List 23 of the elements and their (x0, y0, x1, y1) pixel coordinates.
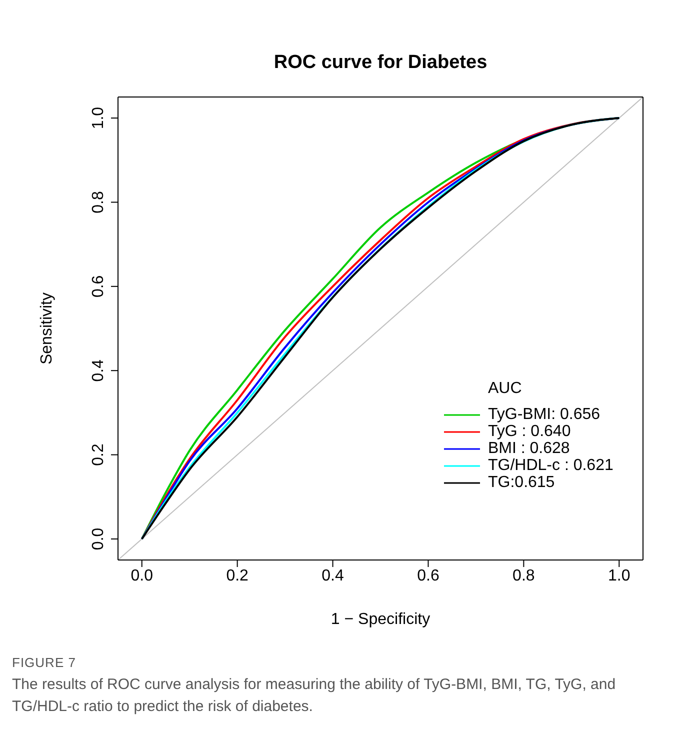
text: The results of ROC curve analysis for measuring the ability of TyG-BMI, BMI, TG, TyG, and TG/HDL-c ratio to predict the risk of diabetes. (12, 675, 617, 717)
x-tick-label: 0.8 (512, 567, 535, 584)
x-tick-label: 0.4 (322, 567, 344, 584)
x-axis-title: 1 − Specificity (330, 611, 430, 628)
y-tick-label: 0.6 (90, 275, 107, 298)
x-tick-label: 1.0 (608, 567, 630, 584)
legend-label: TyG-BMI: 0.656 (488, 406, 600, 423)
y-axis-title: Sensitivity (38, 292, 56, 365)
x-tick-label: 0.2 (226, 567, 249, 584)
legend-label: BMI : 0.628 (488, 440, 570, 457)
y-tick-label: 1.0 (90, 106, 107, 130)
legend-label: TG/HDL-c : 0.621 (488, 457, 614, 474)
x-tick-label: 0.0 (130, 567, 154, 584)
y-tick-label: 0.8 (90, 191, 107, 214)
y-tick-label: 0.0 (90, 528, 107, 550)
y-tick-label: 0.4 (90, 359, 107, 382)
caption: FIGURE 7 (12, 654, 77, 672)
y-tick-label: 0.2 (90, 444, 107, 466)
chart-title: ROC curve for Diabetes (272, 52, 488, 74)
x-tick-label: 0.6 (417, 567, 440, 584)
legend-label: TG:0.615 (488, 474, 555, 491)
legend-label: TyG : 0.640 (488, 423, 571, 440)
legend-title: AUC (487, 380, 523, 398)
